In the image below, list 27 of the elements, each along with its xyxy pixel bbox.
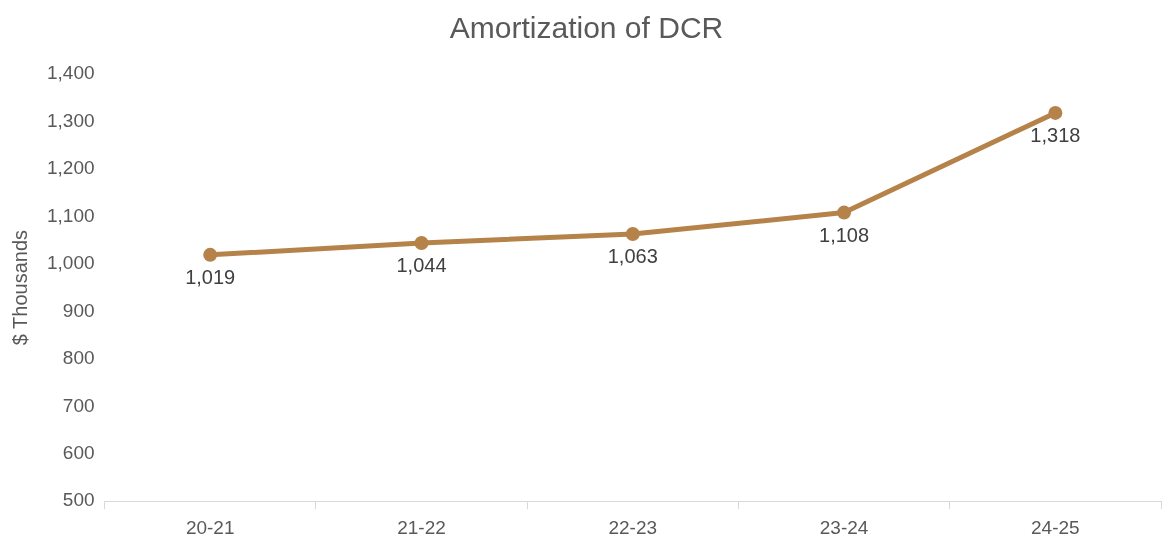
point: [203, 247, 218, 262]
x-tick-label: 21-22: [397, 516, 446, 538]
point: [414, 235, 429, 250]
x-tick-label: 20-21: [185, 516, 235, 538]
y-tick-label: 600: [62, 441, 95, 463]
data-label: 1,063: [607, 245, 658, 268]
y-tick-label: 1,400: [47, 62, 95, 84]
point: [625, 226, 640, 241]
y-axis-title: $ Thousands: [8, 229, 31, 346]
data-label: 1,044: [396, 254, 447, 277]
x-tick-label: 23-24: [819, 516, 869, 538]
x-tick-label: 24-25: [1031, 516, 1080, 538]
y-tick-label: 1,100: [47, 204, 95, 226]
y-tick-label: 900: [62, 299, 95, 321]
y-tick-label: 700: [62, 394, 95, 416]
chart-title: Amortization of DCR: [449, 11, 724, 45]
y-tick-label: 1,200: [47, 157, 95, 179]
point: [1048, 105, 1063, 120]
y-tick-label: 800: [62, 347, 95, 369]
point: [837, 205, 852, 220]
x-tick-label: 22-23: [608, 516, 658, 538]
data-label: 1,108: [819, 224, 870, 247]
y-tick-label: 1,000: [47, 252, 95, 274]
y-tick-label: 1,300: [47, 109, 95, 131]
data-label: 1,318: [1030, 124, 1081, 147]
y-tick-label: 500: [62, 489, 95, 511]
data-label: 1,019: [185, 266, 236, 289]
